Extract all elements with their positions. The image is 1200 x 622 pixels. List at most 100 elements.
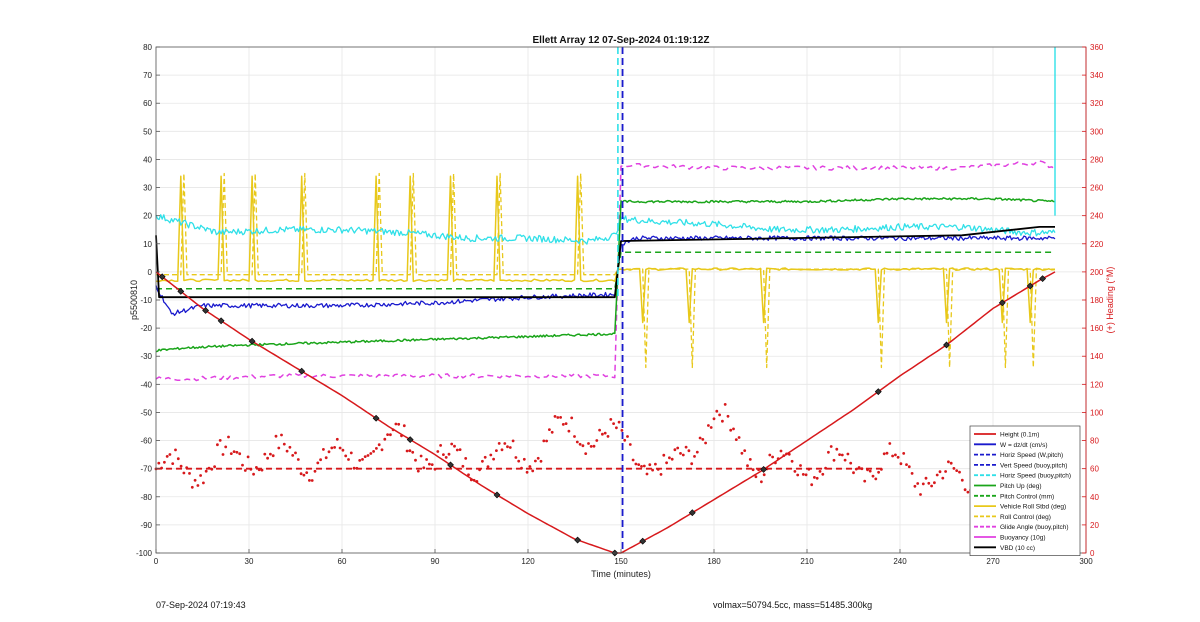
heading-point <box>182 471 186 475</box>
heading-point <box>801 473 805 476</box>
series-horiz-speed <box>155 214 1056 245</box>
y-left-tick-label: -30 <box>140 352 152 361</box>
heading-point <box>536 456 540 460</box>
heading-point <box>235 450 239 454</box>
heading-point <box>196 484 200 487</box>
heading-point <box>840 453 844 457</box>
heading-point <box>347 458 350 461</box>
heading-point <box>531 469 535 473</box>
heading-point <box>732 427 735 431</box>
heading-point <box>341 448 345 452</box>
heading-point <box>302 473 306 477</box>
heading-point <box>310 479 314 482</box>
heading-point <box>919 493 922 496</box>
heading-point <box>425 458 428 461</box>
y-right-tick-label: 300 <box>1090 127 1104 136</box>
heading-point <box>408 449 412 453</box>
heading-point <box>411 450 415 454</box>
heading-point <box>483 455 487 459</box>
heading-point <box>534 459 537 463</box>
height-marker <box>406 436 414 444</box>
heading-point <box>377 443 381 447</box>
heading-point <box>402 424 406 428</box>
height-marker <box>874 388 882 396</box>
heading-point <box>495 449 498 452</box>
heading-point <box>550 430 554 434</box>
x-tick-label: 60 <box>338 557 347 566</box>
y-left-tick-label: 0 <box>148 268 153 277</box>
heading-point <box>877 470 880 474</box>
heading-point <box>271 454 275 458</box>
heading-point <box>620 429 624 432</box>
legend-label: Height (0.1m) <box>1000 432 1039 439</box>
heading-point <box>363 455 367 458</box>
y-left-tick-label: 50 <box>143 127 152 136</box>
height-marker <box>202 307 210 314</box>
height-marker <box>574 536 582 544</box>
heading-point <box>595 439 599 442</box>
heading-point <box>394 422 398 426</box>
heading-point <box>188 472 191 475</box>
heading-point <box>679 452 682 455</box>
heading-point <box>375 447 378 450</box>
heading-point <box>581 444 585 448</box>
heading-point <box>204 469 208 473</box>
heading-point <box>405 449 409 453</box>
height-marker <box>1039 275 1047 283</box>
footer-timestamp: 07-Sep-2024 07:19:43 <box>156 600 246 610</box>
heading-point <box>372 450 375 453</box>
heading-point <box>793 470 797 473</box>
heading-point <box>910 472 914 475</box>
heading-point <box>428 462 431 466</box>
heading-point <box>952 467 956 470</box>
heading-point <box>907 465 911 469</box>
legend-label: Buoyancy (10g) <box>1000 535 1046 542</box>
heading-point <box>690 462 694 466</box>
y-right-tick-label: 40 <box>1090 493 1099 502</box>
heading-point <box>564 422 568 425</box>
y-left-tick-label: 60 <box>143 99 152 108</box>
heading-point <box>827 450 830 454</box>
y-right-tick-label: 20 <box>1090 521 1099 530</box>
series-w <box>155 235 1056 317</box>
y-left-tick-label: 10 <box>143 240 152 249</box>
heading-point <box>654 462 657 466</box>
heading-point <box>333 446 336 449</box>
heading-point <box>500 448 504 452</box>
heading-point <box>269 452 272 456</box>
heading-point <box>335 437 339 441</box>
heading-point <box>815 476 819 480</box>
y-right-tick-label: 200 <box>1090 268 1104 277</box>
heading-point <box>517 459 521 463</box>
heading-point <box>525 470 529 474</box>
heading-point <box>963 488 967 492</box>
heading-point <box>285 449 289 453</box>
heading-point <box>224 445 228 449</box>
x-tick-label: 90 <box>431 557 440 566</box>
x-tick-label: 210 <box>800 557 814 566</box>
heading-point <box>453 444 456 448</box>
heading-point <box>344 454 348 458</box>
heading-point <box>316 461 320 465</box>
y-left-tick-label: -100 <box>136 549 153 558</box>
heading-point <box>584 452 588 455</box>
y-right-tick-label: 160 <box>1090 324 1104 333</box>
heading-point <box>486 465 490 468</box>
heading-point <box>369 452 373 455</box>
heading-point <box>804 473 808 477</box>
heading-point <box>179 464 183 468</box>
heading-scatter <box>154 403 1056 496</box>
heading-point <box>601 432 604 436</box>
x-tick-label: 300 <box>1079 557 1093 566</box>
heading-point <box>891 454 894 458</box>
heading-point <box>681 453 685 457</box>
heading-point <box>868 469 872 473</box>
height-marker <box>998 299 1006 307</box>
heading-point <box>291 454 295 457</box>
x-tick-label: 120 <box>521 557 535 566</box>
y-right-tick-label: 0 <box>1090 549 1095 558</box>
heading-point <box>810 483 814 487</box>
heading-point <box>221 453 225 456</box>
heading-point <box>497 442 501 445</box>
heading-point <box>199 474 203 477</box>
